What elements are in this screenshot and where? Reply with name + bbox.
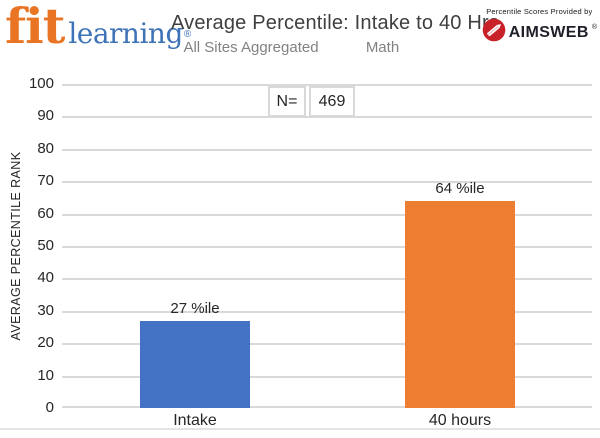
provider-caption: Percentile Scores Provided by [486, 7, 593, 16]
category-label: Intake [173, 412, 217, 429]
sample-size-value: 469 [309, 86, 355, 117]
bar-value-label: 27 %ile [170, 300, 220, 317]
sample-size-label: N= [268, 86, 306, 117]
y-tick-label: 40 [37, 269, 54, 286]
chart-title: Average Percentile: Intake to 40 Hrs [170, 12, 500, 34]
gridline [62, 84, 592, 86]
title-block: Average Percentile: Intake to 40 Hrs [168, 12, 502, 35]
aimsweb-registered-mark: ® [591, 24, 597, 31]
fit-learning-logo: fit learning ® [5, 2, 191, 51]
logo-word-fit: fit [5, 0, 65, 55]
gridline [62, 181, 592, 183]
gridline [62, 376, 592, 378]
y-tick-label: 0 [45, 399, 54, 416]
y-tick-label: 30 [37, 302, 54, 319]
y-tick-label: 10 [37, 367, 54, 384]
gridline [62, 278, 592, 280]
y-tick-label: 80 [37, 140, 54, 157]
provider-block: Percentile Scores Provided by AIMSWEB ® [482, 7, 597, 47]
y-tick-label: 50 [37, 237, 54, 254]
registered-mark: ® [183, 29, 192, 40]
aimsweb-pencil-icon [482, 18, 506, 47]
bar-40-hours [405, 201, 515, 408]
y-tick-label: 70 [37, 172, 54, 189]
bottom-divider [0, 428, 600, 430]
y-tick-label: 90 [37, 107, 54, 124]
bar-intake [140, 321, 250, 408]
sample-size-box: N= 469 [268, 86, 355, 117]
logo-word-learning: learning [68, 17, 183, 50]
chart-subtitle-subject: Math [365, 39, 400, 56]
gridline [62, 343, 592, 345]
gridline [62, 311, 592, 313]
y-tick-label: 20 [37, 334, 54, 351]
gridline [62, 116, 592, 118]
aimsweb-wordmark: AIMSWEB [508, 23, 589, 41]
aimsweb-logo: AIMSWEB ® [482, 18, 597, 47]
gridline [62, 149, 592, 151]
bar-value-label: 64 %ile [435, 180, 485, 197]
y-tick-label: 100 [28, 75, 54, 92]
plot-area [62, 84, 592, 408]
gridline [62, 406, 592, 408]
gridline [62, 246, 592, 248]
category-label: 40 hours [428, 412, 492, 429]
gridline [62, 214, 592, 216]
y-tick-label: 60 [37, 205, 54, 222]
chart-subtitle-sites: All Sites Aggregated [183, 39, 319, 56]
